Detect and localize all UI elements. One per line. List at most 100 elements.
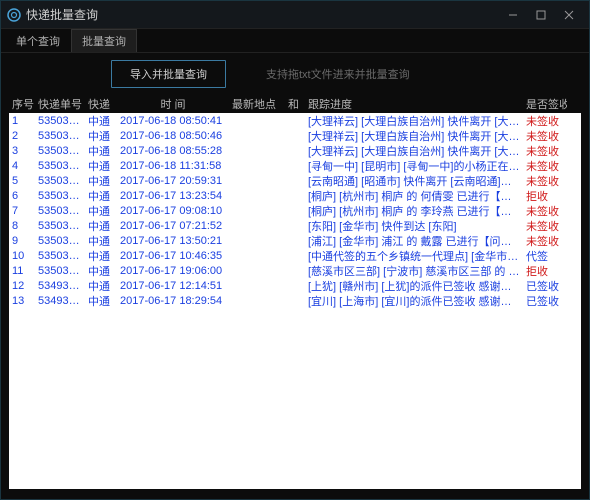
table-row[interactable]: 2535034中通2017-06-18 08:50:46[大理祥云] [大理白族… xyxy=(9,128,581,143)
cell-time: 2017-06-17 07:21:52 xyxy=(117,220,229,232)
table-row[interactable]: 953503中通2017-06-17 13:50:21 [浦江] [金华市] 浦江… xyxy=(9,233,581,248)
cell-tracking-no: 53503 xyxy=(35,234,85,247)
cell-express: 中通 xyxy=(85,218,117,234)
titlebar: 快递批量查询 xyxy=(1,1,589,29)
minimize-button[interactable] xyxy=(499,1,527,29)
col-location: 最新地点 xyxy=(229,96,285,112)
cell-progress: [上犹] [赣州市] [上犹]的派件已签收 感谢使用中通... xyxy=(305,278,523,294)
cell-time: 2017-06-17 13:50:21 xyxy=(117,235,229,247)
cell-signed: 代签 xyxy=(523,248,567,264)
cell-progress: [宜川] [上海市] [宜川]的派件已签收 感谢使用中通... xyxy=(305,293,523,309)
table-row[interactable]: 1535034中通2017-06-18 08:50:41 [大理祥云] [大理白族… xyxy=(9,113,581,128)
cell-express: 中通 xyxy=(85,263,117,279)
cell-signed: 未签收 xyxy=(523,158,567,174)
cell-signed: 已签收 xyxy=(523,278,567,294)
cell-time: 2017-06-17 10:46:35 xyxy=(117,250,229,262)
app-window: 快递批量查询 单个查询 批量查询 导入并批量查询 支持拖txt文件进来并批量查询… xyxy=(0,0,590,500)
tab-batch-query[interactable]: 批量查询 xyxy=(71,29,137,52)
toolbar: 导入并批量查询 支持拖txt文件进来并批量查询 xyxy=(1,53,589,95)
cell-tracking-no: 535034 xyxy=(35,114,85,127)
cell-index: 3 xyxy=(9,145,35,157)
cell-signed: 未签收 xyxy=(523,218,567,234)
cell-time: 2017-06-18 08:55:28 xyxy=(117,145,229,157)
cell-express: 中通 xyxy=(85,113,117,129)
maximize-button[interactable] xyxy=(527,1,555,29)
cell-time: 2017-06-18 11:31:58 xyxy=(117,160,229,172)
app-icon xyxy=(7,8,21,22)
cell-express: 中通 xyxy=(85,293,117,309)
table-row[interactable]: 553503中通2017-06-17 20:59:31[云南昭通] [昭通市] … xyxy=(9,173,581,188)
table-row[interactable]: 453503中通2017-06-18 11:31:58 [寻甸一中] [昆明市] … xyxy=(9,158,581,173)
cell-signed: 未签收 xyxy=(523,203,567,219)
cell-index: 1 xyxy=(9,115,35,127)
col-signed: 是否签收 xyxy=(523,96,567,112)
cell-index: 10 xyxy=(9,250,35,262)
cell-progress: [大理祥云] [大理白族自治州] 快件离开 [大理祥云]... xyxy=(305,113,523,129)
cell-express: 中通 xyxy=(85,143,117,159)
table-row[interactable]: 1353493中通2017-06-17 18:29:54 [宜川] [上海市] [… xyxy=(9,293,581,308)
table-row[interactable]: 1253493中通2017-06-17 12:14:51 [上犹] [赣州市] [… xyxy=(9,278,581,293)
cell-signed: 未签收 xyxy=(523,173,567,189)
cell-index: 6 xyxy=(9,190,35,202)
cell-progress: [桐庐] [杭州市] 桐庐 的 何倩雯 已进行【问题件】... xyxy=(305,188,523,204)
col-index: 序号 xyxy=(9,96,35,112)
cell-progress: [桐庐] [杭州市] 桐庐 的 李玲燕 已进行【问题件】上... xyxy=(305,203,523,219)
cell-index: 7 xyxy=(9,205,35,217)
cell-progress: [大理祥云] [大理白族自治州] 快件离开 [大理祥云]... xyxy=(305,143,523,159)
cell-express: 中通 xyxy=(85,203,117,219)
col-progress: 跟踪进度 xyxy=(305,96,523,112)
cell-signed: 未签收 xyxy=(523,143,567,159)
col-express: 快递 xyxy=(85,96,117,112)
cell-time: 2017-06-17 12:14:51 xyxy=(117,280,229,292)
cell-express: 中通 xyxy=(85,158,117,174)
cell-index: 2 xyxy=(9,130,35,142)
tab-bar: 单个查询 批量查询 xyxy=(1,29,589,53)
cell-express: 中通 xyxy=(85,278,117,294)
cell-signed: 拒收 xyxy=(523,188,567,204)
table-body: 1535034中通2017-06-18 08:50:41[大理祥云] [大理白族… xyxy=(9,113,581,489)
cell-express: 中通 xyxy=(85,233,117,249)
cell-signed: 未签收 xyxy=(523,128,567,144)
cell-progress: [浦江] [金华市] 浦江 的 戴露 已进行【问题件】上... xyxy=(305,233,523,249)
cell-index: 5 xyxy=(9,175,35,187)
cell-time: 2017-06-18 08:50:41 xyxy=(117,115,229,127)
close-button[interactable] xyxy=(555,1,583,29)
cell-tracking-no: 53493 xyxy=(35,279,85,292)
cell-tracking-no: 53503 xyxy=(35,264,85,277)
cell-time: 2017-06-17 19:06:00 xyxy=(117,265,229,277)
cell-signed: 未签收 xyxy=(523,233,567,249)
table-header: 序号 快递单号 快递 时 间 最新地点 和 跟踪进度 是否签收 xyxy=(1,95,589,113)
cell-tracking-no: 535034 xyxy=(35,129,85,142)
table-row[interactable]: 1153503中通2017-06-17 19:06:00[慈溪市区三部] [宁波… xyxy=(9,263,581,278)
cell-progress: [大理祥云] [大理白族自治州] 快件离开 [大理祥云]... xyxy=(305,128,523,144)
import-batch-button[interactable]: 导入并批量查询 xyxy=(111,60,226,88)
cell-tracking-no: 53503 xyxy=(35,249,85,262)
cell-time: 2017-06-17 09:08:10 xyxy=(117,205,229,217)
cell-progress: [寻甸一中] [昆明市] [寻甸一中]的小杨正在第1次派... xyxy=(305,158,523,174)
cell-index: 8 xyxy=(9,220,35,232)
cell-time: 2017-06-18 08:50:46 xyxy=(117,130,229,142)
col-tracking-no: 快递单号 xyxy=(35,96,85,112)
cell-tracking-no: 53503 xyxy=(35,219,85,232)
cell-index: 13 xyxy=(9,295,35,307)
cell-tracking-no: 53493 xyxy=(35,294,85,307)
cell-tracking-no: 53503 xyxy=(35,159,85,172)
table-row[interactable]: 753503中通2017-06-17 09:08:10[桐庐] [杭州市] 桐庐… xyxy=(9,203,581,218)
cell-time: 2017-06-17 18:29:54 xyxy=(117,295,229,307)
table-row[interactable]: 653503中通2017-06-17 13:23:54[桐庐] [杭州市] 桐庐… xyxy=(9,188,581,203)
cell-time: 2017-06-17 20:59:31 xyxy=(117,175,229,187)
cell-index: 4 xyxy=(9,160,35,172)
cell-time: 2017-06-17 13:23:54 xyxy=(117,190,229,202)
cell-index: 12 xyxy=(9,280,35,292)
cell-signed: 拒收 xyxy=(523,263,567,279)
table-row[interactable]: 353503中通2017-06-18 08:55:28[大理祥云] [大理白族自… xyxy=(9,143,581,158)
col-and: 和 xyxy=(285,96,305,112)
col-time: 时 间 xyxy=(117,96,229,112)
table-row[interactable]: 853503中通2017-06-17 07:21:52[东阳] [金华市] 快件… xyxy=(9,218,581,233)
tab-single-query[interactable]: 单个查询 xyxy=(5,29,71,52)
cell-express: 中通 xyxy=(85,248,117,264)
cell-express: 中通 xyxy=(85,188,117,204)
table-row[interactable]: 1053503中通2017-06-17 10:46:35[中通代签的五个乡镇统一… xyxy=(9,248,581,263)
cell-signed: 未签收 xyxy=(523,113,567,129)
cell-index: 9 xyxy=(9,235,35,247)
